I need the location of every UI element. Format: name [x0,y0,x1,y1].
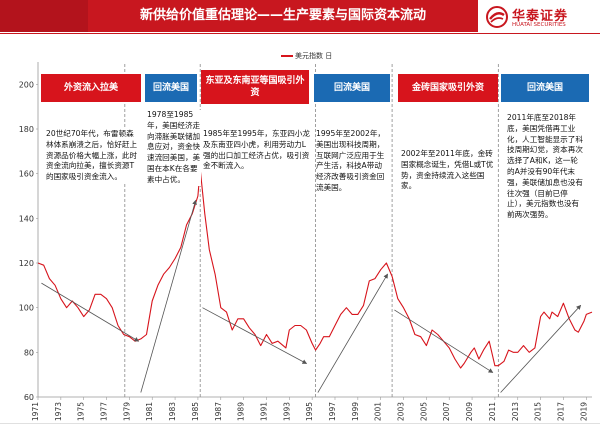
banner-return-us-2: 回流美国 [314,74,390,102]
note-1985-1995: 1985年至1995年，东亚四小龙及东南亚四小虎，利用劳动力L强的出口加工经济占… [203,129,311,173]
x-tick-label: 2009 [465,402,474,421]
x-tick-label: 1981 [145,402,154,421]
x-tick-label: 2001 [374,402,383,421]
x-tick-label: 1999 [351,402,360,421]
banner-east-asia-inflow: 东亚及东南亚等国吸引外资 [201,70,309,104]
x-tick-label: 1989 [237,402,246,421]
footer-divider [0,423,600,424]
legend-swatch [281,55,293,57]
trend-arrow [140,199,197,393]
y-tick-label: 60 [24,393,34,402]
x-tick-label: 1995 [305,402,314,421]
note-1970s: 20世纪70年代，布雷顿森林体系崩溃之后，恰好赶上资源品价格大幅上涨，此时资金流… [46,129,140,183]
x-tick-label: 1973 [54,402,63,421]
x-tick-label: 2005 [419,402,428,421]
x-tick-label: 2015 [534,402,543,421]
y-tick-label: 100 [19,304,34,313]
trend-arrows [41,199,582,393]
y-tick-label: 180 [19,125,34,134]
x-tick-label: 2003 [397,402,406,421]
x-tick-label: 1971 [31,402,40,421]
x-tick-label: 2007 [442,402,451,421]
y-tick-label: 120 [19,259,34,268]
x-tick-label: 2017 [556,402,565,421]
x-tick-label: 1987 [214,402,223,421]
header-accent [0,0,88,32]
trend-arrow [41,282,140,342]
x-tick-label: 1997 [328,402,337,421]
note-1978-1985: 1978至1985年，美国经济走向滞胀美联储加息应对，资金快速流回美国，美国在本… [147,110,201,186]
note-1995-2002: 1995年至2002年，美国出现科技周期，互联网广泛应用于生产生活，科技A带动经… [316,129,386,194]
y-tick-labels: 60 80 100 120 140 160 180 200 [19,80,38,402]
x-tick-label: 2013 [511,402,520,421]
x-tick-label: 2019 [579,402,588,421]
y-tick-label: 80 [24,348,34,357]
header-divider [0,33,600,34]
trend-arrow [394,309,494,373]
x-tick-labels: 1971 1973 1975 1977 1979 1981 1983 1985 1987 1989… [31,397,588,421]
trend-arrow [500,304,582,393]
legend-label: 美元指数 日 [295,52,333,60]
note-2011-2018: 2011年底至2018年底，美国凭借再工业化，人工智能显示了科技周期幻觉，资本再… [507,113,585,221]
brand-logo: 华泰证券 HUATAI SECURITIES [482,2,598,32]
x-tick-label: 1983 [168,402,177,421]
banner-brics-inflow: 金砖国家吸引外资 [398,74,498,102]
brand-name-cn: 华泰证券 [512,9,569,24]
banner-latam-inflow: 外资流入拉美 [41,74,141,102]
y-tick-label: 200 [19,80,34,89]
trend-arrow [202,307,308,364]
chart-axes [37,62,592,398]
chart-legend: 美元指数 日 [281,51,332,61]
y-tick-label: 140 [19,214,34,223]
brand-name-en: HUATAI SECURITIES [512,22,566,28]
x-tick-label: 1975 [77,402,86,421]
x-tick-label: 2011 [488,402,497,421]
x-tick-label: 1991 [259,402,268,421]
y-tick-label: 160 [19,170,34,179]
banner-return-us-3: 回流美国 [501,74,589,102]
page-title: 新供给价值重估理论——生产要素与国际资本流动 [88,0,478,32]
huatai-logo-icon [486,6,508,28]
trend-arrow [317,273,388,393]
x-tick-label: 1977 [100,402,109,421]
x-tick-label: 1993 [282,402,291,421]
banner-return-us-1: 回流美国 [145,74,197,102]
x-tick-label: 1979 [122,402,131,421]
note-2002-2011: 2002年至2011年底，金砖国家概念诞生，凭借L或T优势，资金持续流入这些国家… [401,149,495,193]
x-tick-label: 1985 [191,402,200,421]
